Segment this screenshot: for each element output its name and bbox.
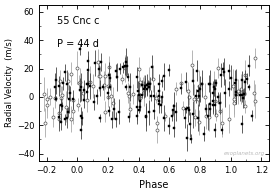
Text: P = 44 d: P = 44 d <box>58 39 99 49</box>
Y-axis label: Radial Velocity  (m/s): Radial Velocity (m/s) <box>5 38 14 127</box>
Text: exoplanets.org: exoplanets.org <box>223 151 264 156</box>
X-axis label: Phase: Phase <box>139 180 169 190</box>
Text: 55 Cnc c: 55 Cnc c <box>58 16 100 26</box>
